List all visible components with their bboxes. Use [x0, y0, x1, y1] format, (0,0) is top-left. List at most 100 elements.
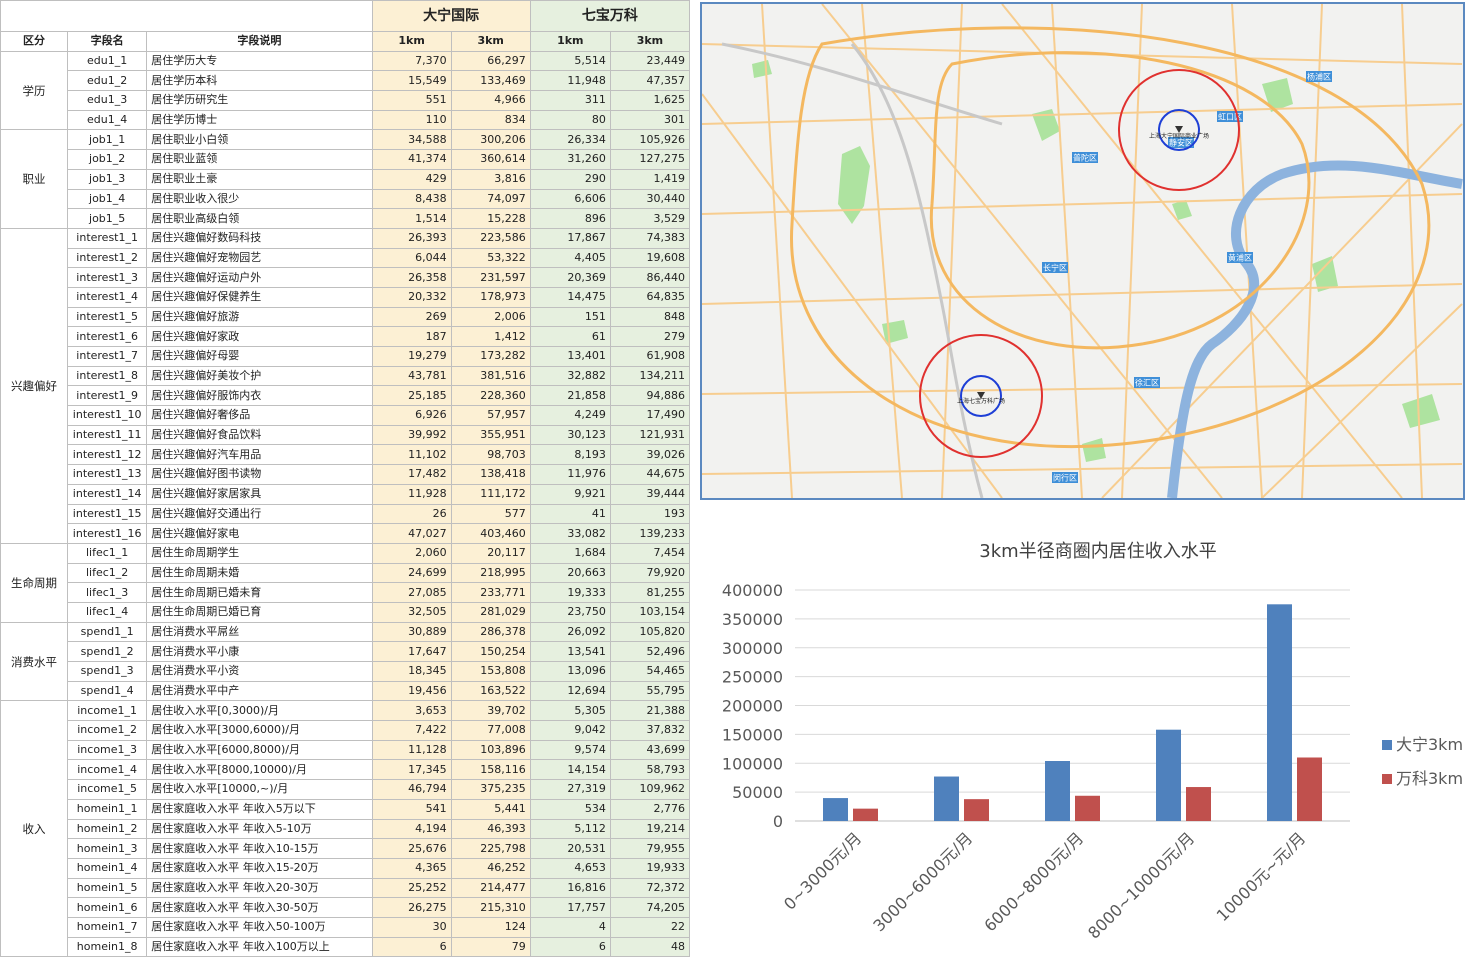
site2-1km-cell: 32,882 — [529, 365, 611, 387]
site1-1km-cell: 8,438 — [371, 188, 452, 210]
site1-marker-icon[interactable] — [1175, 126, 1183, 133]
group-cell: 生命周期 — [0, 542, 69, 623]
site1-3km-cell: 1,412 — [450, 326, 531, 347]
field-desc-cell: 居住学历本科 — [146, 70, 373, 92]
site1-1km-circle — [1158, 109, 1200, 151]
bar-vanke-2 — [1075, 795, 1100, 821]
site1-3km-cell: 577 — [450, 503, 531, 525]
field-name-cell: homein1_3 — [67, 838, 148, 859]
field-name-cell: interest1_11 — [67, 424, 148, 446]
site2-1km-cell: 26,334 — [529, 129, 611, 151]
site2-3km-cell: 79,955 — [609, 838, 691, 859]
site2-1km-cell: 1,684 — [529, 542, 611, 564]
y-tick-label: 200000 — [722, 697, 783, 716]
site2-3km-cell: 44,675 — [609, 464, 691, 485]
site1-3km-cell: 300,206 — [450, 129, 531, 151]
map-canvas: 杨浦区 虹口区 静安区 普陀区 长宁区 黄浦区 徐汇区 闵行区 上海大宁国际商业… — [702, 4, 1463, 498]
x-tick-label: 8000~10000元/月 — [1084, 828, 1198, 942]
site2-3km-cell: 74,205 — [609, 897, 691, 918]
site2-3km-cell: 23,449 — [609, 50, 691, 72]
group-cell: 兴趣偏好 — [0, 227, 69, 544]
site1-1km-cell: 17,345 — [371, 759, 452, 781]
field-desc-cell: 居住兴趣偏好数码科技 — [146, 227, 373, 249]
field-name-cell: spend1_4 — [67, 680, 148, 702]
field-name-cell: homein1_1 — [67, 798, 148, 820]
site1-1km-cell: 39,992 — [371, 424, 452, 446]
legend-swatch — [1382, 740, 1392, 750]
field-name-cell: edu1_1 — [67, 50, 148, 72]
table-row: 生命周期 lifec1_1 居住生命周期学生 2,060 20,117 1,684 7,45… — [0, 542, 691, 623]
site1-3km-cell: 79 — [450, 936, 531, 958]
site2-1km-cell: 9,574 — [529, 739, 611, 761]
site2-3km-cell: 19,933 — [609, 857, 691, 879]
field-desc-cell: 居住收入水平[6000,8000)/月 — [146, 739, 373, 761]
site1-1km-cell: 4,365 — [371, 857, 452, 879]
site1-3km-cell: 233,771 — [450, 582, 531, 603]
site2-3km-cell: 22 — [609, 916, 691, 938]
site1-1km-cell: 26,393 — [371, 227, 452, 249]
table-body: 学历 edu1_1 居住学历大专 7,370 66,297 5,514 23,449 edu1… — [0, 50, 691, 958]
site2-3km-cell: 79,920 — [609, 562, 691, 584]
table-row: edu1_2 居住学历本科 15,549 133,469 11,948 47,357 — [1, 70, 691, 92]
table-row: job1_4 居住职业收入很少 8,438 74,097 6,606 30,440 — [1, 188, 691, 210]
site2-1km-cell: 31,260 — [529, 149, 611, 170]
site1-3km-cell: 286,378 — [450, 621, 531, 643]
site2-3km-cell: 61,908 — [609, 346, 691, 367]
site2-3km-cell: 21,388 — [609, 700, 691, 722]
y-tick-label: 100000 — [722, 754, 783, 773]
map-view[interactable]: 杨浦区 虹口区 静安区 普陀区 长宁区 黄浦区 徐汇区 闵行区 上海大宁国际商业… — [700, 2, 1465, 500]
table-row: interest1_9 居住兴趣偏好服饰内衣 25,185 228,360 21,858… — [1, 385, 691, 407]
site2-1km-cell: 534 — [529, 798, 611, 820]
site1-1km-cell: 25,676 — [371, 838, 452, 859]
field-desc-cell: 居住职业小白领 — [146, 129, 373, 151]
site2-3km-cell: 47,357 — [609, 70, 691, 92]
col-field-header: 字段名 — [67, 31, 148, 52]
site2-3km-circle — [919, 334, 1043, 458]
x-tick-label: 0~3000元/月 — [780, 828, 865, 913]
site1-1km-cell: 6,044 — [371, 247, 452, 269]
field-desc-cell: 居住消费水平小康 — [146, 641, 373, 662]
field-desc-cell: 居住家庭收入水平 年收入30-50万 — [146, 897, 373, 918]
site1-1km-cell: 2,060 — [371, 542, 452, 564]
field-desc-cell: 居住兴趣偏好服饰内衣 — [146, 385, 373, 407]
table-row: interest1_8 居住兴趣偏好美妆个护 43,781 381,516 32,882… — [1, 365, 691, 387]
field-name-cell: interest1_7 — [67, 346, 148, 367]
group-cell: 学历 — [0, 50, 69, 131]
table-row: spend1_2 居住消费水平小康 17,647 150,254 13,541 52,49… — [1, 641, 691, 662]
site1-1km-cell: 7,422 — [371, 720, 452, 741]
field-desc-cell: 居住兴趣偏好运动户外 — [146, 267, 373, 288]
field-desc-cell: 居住学历大专 — [146, 50, 373, 72]
site2-3km-cell: 43,699 — [609, 739, 691, 761]
site1-1km-cell: 541 — [371, 798, 452, 820]
site1-1km-cell: 25,185 — [371, 385, 452, 407]
field-desc-cell: 居住收入水平[8000,10000)/月 — [146, 759, 373, 781]
table-row: homein1_4 居住家庭收入水平 年收入15-20万 4,365 46,252 4,… — [1, 857, 691, 879]
x-tick-label: 3000~6000元/月 — [869, 828, 976, 935]
site1-1km-cell: 4,194 — [371, 818, 452, 840]
site2-1km-cell: 9,921 — [529, 483, 611, 505]
site1-3km-cell: 46,393 — [450, 818, 531, 840]
table-row: job1_5 居住职业高级白领 1,514 15,228 896 3,529 — [1, 208, 691, 229]
field-desc-cell: 居住生命周期已婚未育 — [146, 582, 373, 603]
map-minor-roads — [702, 4, 1463, 498]
field-desc-cell: 居住生命周期未婚 — [146, 562, 373, 584]
site2-3km-cell: 94,886 — [609, 385, 691, 407]
field-name-cell: lifec1_4 — [67, 601, 148, 623]
field-name-cell: income1_2 — [67, 720, 148, 741]
site1-1km-cell: 17,647 — [371, 641, 452, 662]
table-row: interest1_11 居住兴趣偏好食品饮料 39,992 355,951 30,12… — [1, 424, 691, 446]
field-name-cell: homein1_5 — [67, 877, 148, 899]
field-name-cell: homein1_4 — [67, 857, 148, 879]
site1-1km-cell: 269 — [371, 306, 452, 328]
site1-3km-cell: 46,252 — [450, 857, 531, 879]
field-name-cell: job1_4 — [67, 188, 148, 210]
svg-text:徐汇区: 徐汇区 — [1135, 378, 1159, 388]
svg-text:虹口区: 虹口区 — [1218, 113, 1242, 122]
field-desc-cell: 居住兴趣偏好交通出行 — [146, 503, 373, 525]
site2-1km-cell: 4,249 — [529, 405, 611, 426]
table-row: income1_2 居住收入水平[3000,6000)/月 7,422 77,008 9… — [1, 720, 691, 741]
table-row: homein1_3 居住家庭收入水平 年收入10-15万 25,676 225,798… — [1, 838, 691, 859]
site1-3km-cell: 66,297 — [450, 50, 531, 72]
site2-3km-cell: 64,835 — [609, 286, 691, 308]
site2-marker-icon[interactable] — [977, 392, 985, 399]
